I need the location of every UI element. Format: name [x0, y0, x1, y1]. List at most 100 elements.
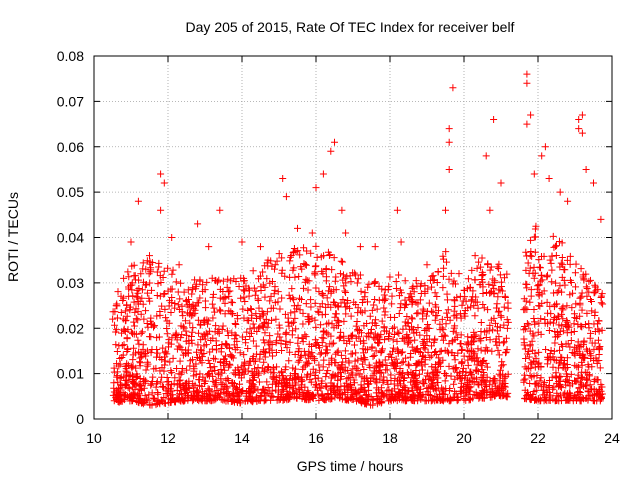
- roti-point: [134, 316, 142, 324]
- roti-point: [352, 322, 360, 330]
- y-axis-tick-labels: 0 0.01 0.02 0.03 0.04 0.05 0.06 0.07 0.08: [57, 48, 84, 427]
- roti-point: [348, 332, 356, 340]
- roti-point: [535, 281, 543, 289]
- roti-point: [336, 393, 344, 401]
- roti-point: [194, 220, 202, 228]
- roti-point: [494, 308, 502, 316]
- roti-point: [525, 353, 533, 361]
- roti-point: [197, 321, 205, 329]
- roti-point: [304, 354, 312, 362]
- roti-point: [290, 393, 298, 401]
- roti-point: [221, 293, 229, 301]
- roti-point: [274, 298, 282, 306]
- roti-point: [174, 301, 182, 309]
- roti-point: [439, 284, 447, 292]
- roti-point: [499, 377, 507, 385]
- roti-point: [330, 324, 338, 332]
- roti-point: [445, 125, 453, 133]
- roti-point: [244, 345, 252, 353]
- roti-point: [354, 275, 362, 283]
- roti-point: [142, 366, 150, 374]
- roti-point: [138, 294, 146, 302]
- roti-point: [421, 282, 429, 290]
- roti-point: [211, 382, 219, 390]
- roti-point: [209, 314, 217, 322]
- roti-point: [323, 369, 331, 377]
- roti-point: [446, 395, 454, 403]
- roti-point: [570, 310, 578, 318]
- roti-point: [238, 238, 246, 246]
- roti-point: [535, 256, 543, 264]
- roti-point: [245, 292, 253, 300]
- roti-point: [275, 250, 283, 258]
- roti-point: [234, 388, 242, 396]
- roti-point: [135, 276, 143, 284]
- roti-point: [556, 373, 564, 381]
- roti-point: [209, 372, 217, 380]
- roti-point: [453, 314, 461, 322]
- roti-point: [150, 365, 158, 373]
- roti-point: [531, 225, 539, 233]
- roti-point: [231, 335, 239, 343]
- roti-point: [548, 266, 556, 274]
- roti-point: [503, 324, 511, 332]
- roti-point: [382, 366, 390, 374]
- roti-point: [480, 356, 488, 364]
- roti-point: [400, 335, 408, 343]
- roti-point: [136, 297, 144, 305]
- roti-point: [261, 293, 269, 301]
- roti-point: [553, 396, 561, 404]
- roti-point: [127, 362, 135, 370]
- roti-point: [495, 384, 503, 392]
- roti-point: [164, 343, 172, 351]
- roti-point: [227, 397, 235, 405]
- roti-point: [566, 260, 574, 268]
- roti-point: [346, 374, 354, 382]
- roti-point: [160, 290, 168, 298]
- roti-point: [397, 238, 405, 246]
- roti-point: [428, 363, 436, 371]
- roti-point: [236, 349, 244, 357]
- roti-point: [268, 341, 276, 349]
- roti-point: [133, 398, 141, 406]
- roti-point: [521, 345, 529, 353]
- roti-point: [271, 261, 279, 269]
- roti-point: [414, 323, 422, 331]
- roti-point: [232, 321, 240, 329]
- roti-point: [593, 389, 601, 397]
- roti-point: [405, 362, 413, 370]
- roti-point: [326, 251, 334, 259]
- roti-point: [595, 344, 603, 352]
- roti-point: [527, 292, 535, 300]
- roti-point: [372, 322, 380, 330]
- roti-point: [296, 306, 304, 314]
- roti-point: [286, 372, 294, 380]
- roti-point: [555, 312, 563, 320]
- roti-point: [578, 289, 586, 297]
- roti-point: [522, 325, 530, 333]
- roti-point: [283, 344, 291, 352]
- roti-point: [395, 292, 403, 300]
- roti-point: [208, 388, 216, 396]
- x-tick-label: 20: [456, 430, 472, 446]
- roti-point: [556, 327, 564, 335]
- roti-point: [556, 383, 564, 391]
- roti-point: [381, 297, 389, 305]
- roti-point: [196, 370, 204, 378]
- roti-point: [397, 300, 405, 308]
- roti-point: [455, 270, 463, 278]
- roti-point: [130, 272, 138, 280]
- roti-point: [247, 305, 255, 313]
- roti-point: [295, 272, 303, 280]
- y-tick-label: 0.06: [57, 139, 84, 155]
- roti-point: [153, 380, 161, 388]
- roti-point: [130, 322, 138, 330]
- roti-point: [444, 349, 452, 357]
- roti-point: [477, 362, 485, 370]
- roti-point: [525, 364, 533, 372]
- roti-point: [248, 311, 256, 319]
- roti-point: [128, 279, 136, 287]
- roti-point: [341, 299, 349, 307]
- roti-point: [308, 394, 316, 402]
- roti-point: [535, 348, 543, 356]
